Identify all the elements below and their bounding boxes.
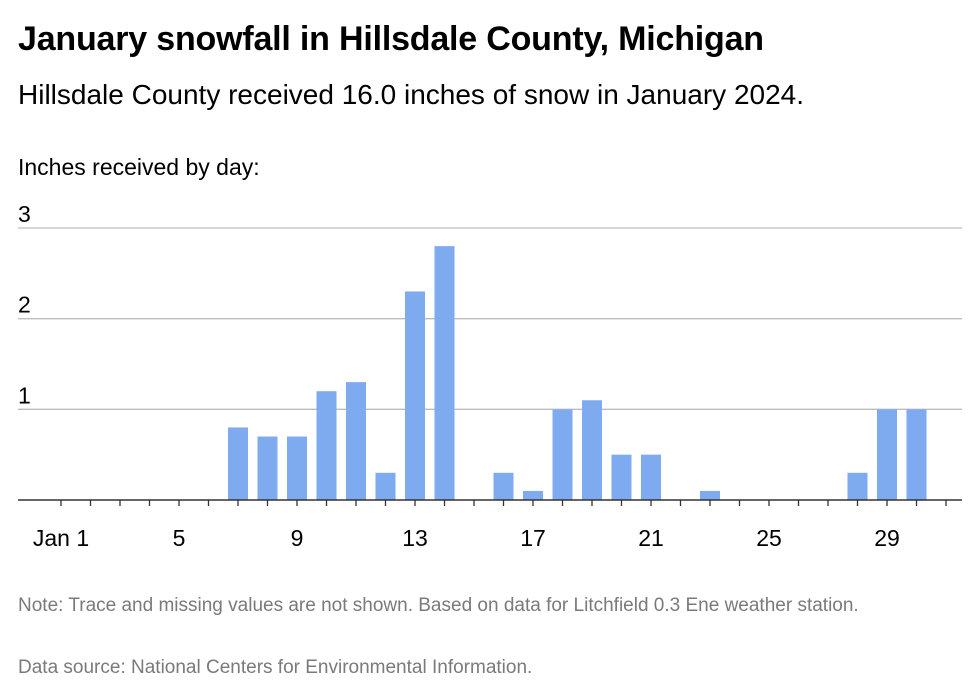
bar-day-14: [434, 246, 455, 500]
bar-day-11: [346, 382, 366, 500]
x-tick-label: 21: [638, 525, 664, 551]
bar-day-28: [847, 472, 868, 500]
chart-title: January snowfall in Hillsdale County, Mi…: [18, 20, 764, 58]
bar-day-19: [582, 400, 602, 500]
x-tick-labels: Jan 1 5 9 13 17 21 25 29: [33, 525, 900, 551]
bar-day-9: [287, 436, 307, 500]
y-tick-label: 1: [18, 382, 31, 408]
bar-day-18: [552, 409, 573, 500]
bar-day-13: [405, 291, 425, 500]
x-tick-label: 25: [756, 525, 782, 551]
bar-day-12: [375, 472, 396, 500]
bar-day-16: [493, 472, 514, 500]
bar-day-17: [523, 490, 543, 500]
bar-day-7: [228, 427, 248, 500]
x-tick-label: 29: [874, 525, 900, 551]
bar-day-30: [906, 409, 927, 500]
y-axis-label: Inches received by day:: [18, 154, 260, 180]
x-tick-label: 17: [520, 525, 546, 551]
grid-lines: [18, 227, 962, 410]
bar-day-8: [257, 436, 278, 500]
x-tick-label: Jan 1: [33, 525, 89, 551]
y-tick-labels: 1 2 3: [18, 201, 31, 408]
data-source: Data source: National Centers for Enviro…: [18, 657, 533, 678]
bar-day-20: [611, 454, 632, 500]
bars: [228, 246, 927, 500]
x-axis: [18, 499, 962, 506]
bar-day-21: [641, 454, 661, 500]
bar-day-29: [877, 409, 897, 500]
y-tick-label: 2: [18, 292, 31, 318]
x-tick-label: 9: [291, 525, 304, 551]
chart-note: Note: Trace and missing values are not s…: [18, 595, 859, 616]
x-tick-label: 13: [402, 525, 428, 551]
bar-day-10: [316, 391, 337, 500]
chart-subtitle: Hillsdale County received 16.0 inches of…: [18, 79, 805, 110]
x-tick-label: 5: [173, 525, 186, 551]
y-tick-label: 3: [18, 201, 31, 227]
bar-day-23: [700, 490, 720, 500]
